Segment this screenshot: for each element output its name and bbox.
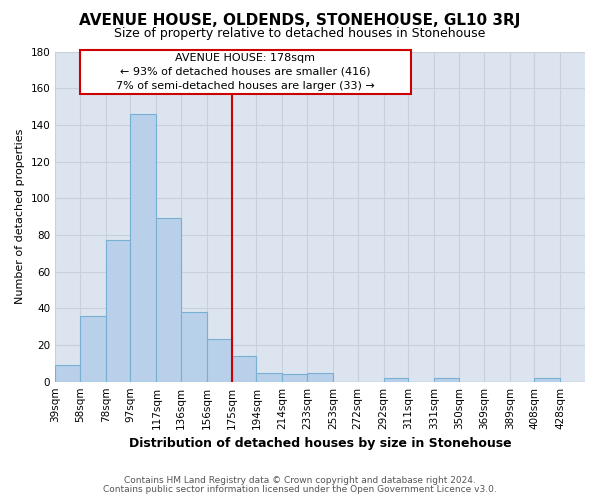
Bar — [256, 372, 283, 382]
Y-axis label: Number of detached properties: Number of detached properties — [15, 129, 25, 304]
Text: AVENUE HOUSE, OLDENDS, STONEHOUSE, GL10 3RJ: AVENUE HOUSE, OLDENDS, STONEHOUSE, GL10 … — [79, 12, 521, 28]
X-axis label: Distribution of detached houses by size in Stonehouse: Distribution of detached houses by size … — [129, 437, 511, 450]
Bar — [157, 218, 181, 382]
Text: Contains HM Land Registry data © Crown copyright and database right 2024.: Contains HM Land Registry data © Crown c… — [124, 476, 476, 485]
Bar — [181, 312, 207, 382]
Bar — [106, 240, 130, 382]
Bar — [384, 378, 409, 382]
Bar — [207, 340, 232, 382]
Text: AVENUE HOUSE: 178sqm
← 93% of detached houses are smaller (416)
7% of semi-detac: AVENUE HOUSE: 178sqm ← 93% of detached h… — [116, 52, 375, 90]
Bar — [55, 365, 80, 382]
Text: Contains public sector information licensed under the Open Government Licence v3: Contains public sector information licen… — [103, 485, 497, 494]
Bar — [80, 316, 106, 382]
Bar — [283, 374, 307, 382]
Bar — [232, 356, 256, 382]
Bar — [307, 372, 333, 382]
FancyBboxPatch shape — [80, 50, 411, 94]
Text: Size of property relative to detached houses in Stonehouse: Size of property relative to detached ho… — [115, 28, 485, 40]
Bar — [434, 378, 459, 382]
Bar — [535, 378, 560, 382]
Bar — [130, 114, 157, 382]
